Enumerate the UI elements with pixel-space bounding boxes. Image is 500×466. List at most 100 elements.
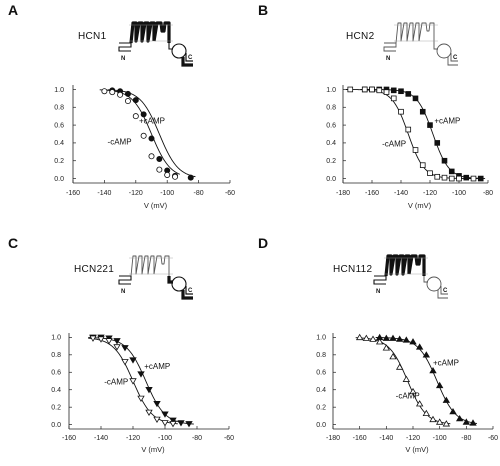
data-point [187, 174, 194, 181]
fit-curve [99, 89, 180, 175]
data-point [448, 175, 455, 182]
data-point [395, 335, 404, 342]
series-annotation: +cAMP [433, 358, 459, 367]
c-tail-segment [185, 53, 193, 62]
data-point [390, 95, 397, 102]
data-point [169, 417, 177, 424]
chart-plot: 0.0 0.2 0.4 0.6 0.8 1.0 -160 -140 -120 -100 -80 -60… [51, 333, 234, 454]
x-tick-label: -140 [379, 435, 393, 442]
data-point [177, 420, 185, 427]
data-point [405, 126, 412, 133]
data-point [113, 344, 121, 351]
y-tick-label: 0.2 [51, 404, 61, 411]
y-tick-label: 0.8 [54, 105, 64, 112]
c-tail-segment [185, 286, 193, 295]
c-terminus-label: C [443, 288, 448, 294]
y-tick-label: 0.0 [54, 176, 64, 183]
y-tick-label: 1.0 [54, 87, 64, 94]
y-tick-label: 0.6 [54, 122, 64, 129]
x-axis-title: V (mV) [408, 201, 432, 210]
panel-letter: C [8, 235, 19, 251]
c-linker-segment [168, 43, 173, 50]
y-tick-label: 0.6 [51, 370, 61, 377]
x-tick-label: -80 [192, 435, 202, 442]
series-annotation: -cAMP [396, 391, 420, 400]
data-point [137, 395, 145, 403]
x-tick-label: -80 [483, 190, 493, 197]
data-point [427, 170, 433, 177]
x-tick-label: -60 [225, 190, 235, 197]
y-tick-label: 0.4 [316, 387, 326, 394]
data-point [435, 381, 444, 389]
data-point [153, 400, 161, 408]
data-point [462, 418, 471, 425]
data-point [409, 387, 417, 395]
data-point [383, 89, 390, 95]
x-tick-label: -140 [97, 190, 111, 197]
data-point [449, 407, 457, 415]
y-tick-label: 0.0 [326, 176, 336, 183]
data-point [405, 91, 412, 97]
c-tail-segment [447, 57, 458, 66]
data-point [441, 157, 448, 164]
y-tick-label: 0.6 [326, 122, 336, 129]
data-point [402, 375, 411, 382]
data-point [455, 414, 464, 422]
c-tail-segment [181, 57, 193, 67]
y-tick-label: 0.2 [54, 158, 64, 165]
c-terminus-label: C [453, 55, 458, 61]
data-point [156, 155, 163, 162]
data-point [470, 175, 477, 182]
y-tick-label: 0.8 [51, 352, 61, 359]
panel-letter: B [258, 2, 269, 18]
data-point [148, 153, 155, 160]
data-point [435, 418, 444, 425]
data-point [442, 396, 451, 403]
data-point [89, 335, 97, 342]
c-tail-segment [450, 53, 458, 62]
data-point [101, 88, 108, 95]
data-point [427, 122, 433, 128]
data-point [347, 86, 354, 93]
chart-plot: 0.0 0.2 0.4 0.6 0.8 1.0 -160 -140 -120 -100 -80 -60… [54, 85, 235, 210]
fit-curve [355, 337, 451, 425]
data-point [422, 409, 431, 416]
data-point [402, 336, 411, 343]
x-tick-label: -60 [224, 435, 234, 442]
data-point [156, 166, 163, 173]
n-terminus-label: N [376, 289, 380, 295]
data-point [369, 335, 377, 342]
y-tick-label: 0.8 [326, 105, 336, 112]
pore-segments [418, 22, 435, 43]
c-tail-segment [437, 290, 448, 299]
n-terminus-label: N [121, 56, 125, 62]
data-point [441, 174, 448, 181]
data-point [389, 334, 397, 341]
n-terminus-segment [118, 42, 132, 52]
data-point [412, 95, 419, 102]
data-point [415, 400, 424, 407]
y-tick-label: 0.2 [326, 158, 336, 165]
data-point [121, 359, 129, 366]
c-tail-segment [181, 290, 193, 300]
data-point [390, 87, 397, 94]
c-tail-segment [440, 286, 448, 295]
y-tick-label: 1.0 [316, 335, 326, 342]
chart-plot: 0.0 0.2 0.4 0.6 0.8 1.0 -180 -160 -140 -120 -100 -8… [316, 333, 498, 454]
data-point [389, 352, 397, 360]
channel-name: HCN1 [78, 31, 107, 42]
data-point [129, 357, 137, 364]
c-linker-segment [167, 276, 173, 284]
pore-segments [153, 255, 170, 276]
data-point [109, 89, 116, 96]
data-point [412, 147, 419, 153]
x-tick-label: -160 [353, 435, 367, 442]
data-point [463, 174, 470, 181]
y-tick-label: 0.4 [54, 140, 64, 147]
series-annotation: +cAMP [139, 116, 165, 125]
x-tick-label: -100 [452, 190, 466, 197]
data-point [456, 175, 462, 182]
